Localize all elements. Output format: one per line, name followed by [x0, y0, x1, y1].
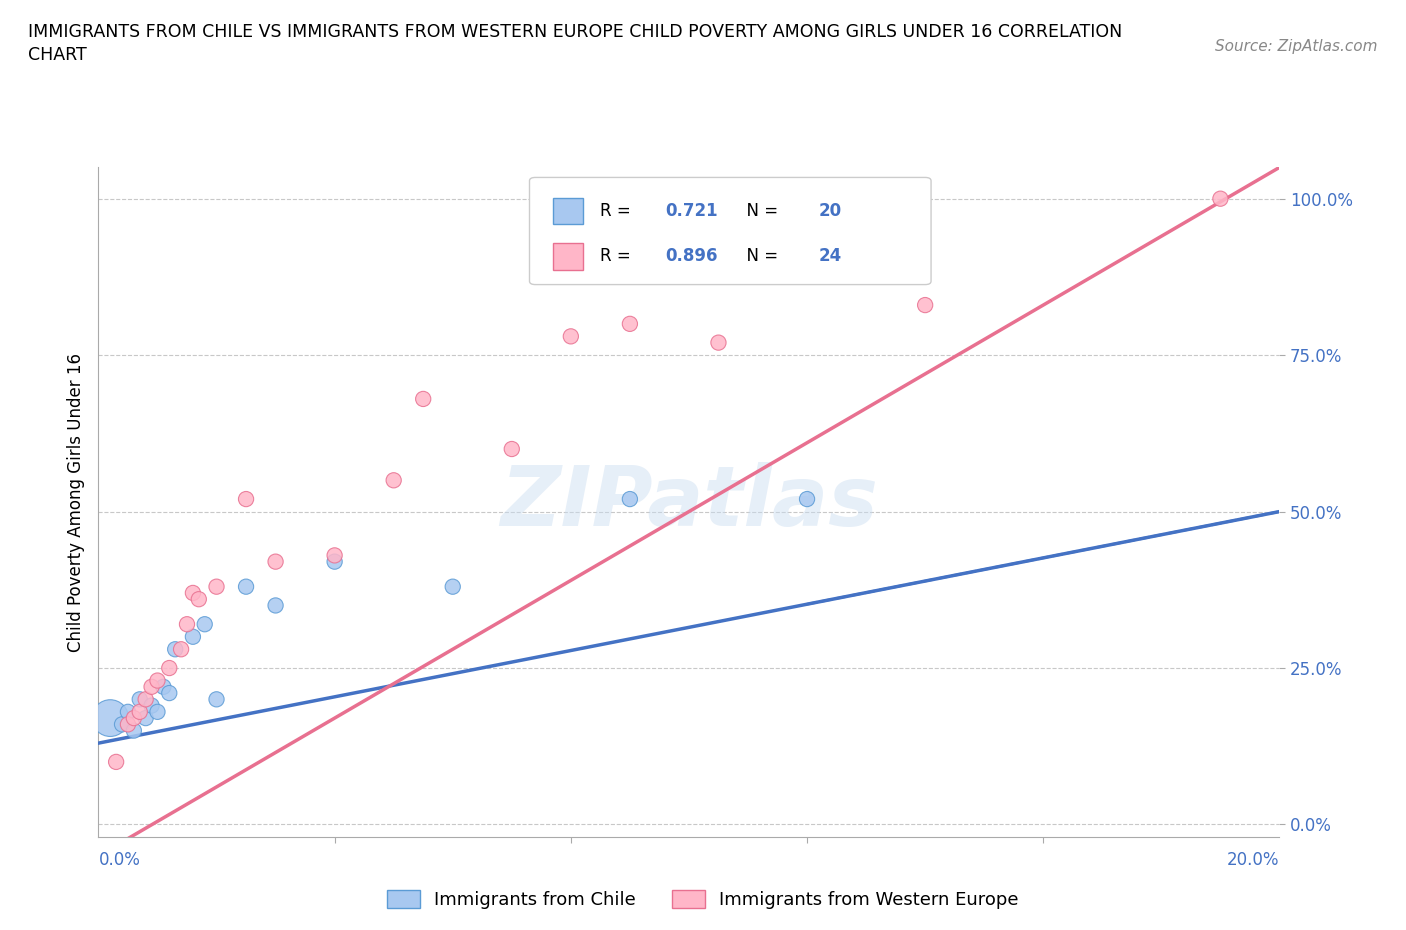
Point	[194, 617, 217, 631]
Point	[117, 704, 139, 719]
Point	[170, 642, 193, 657]
Point	[1209, 192, 1232, 206]
Point	[187, 591, 209, 606]
Text: N =: N =	[737, 202, 783, 219]
Point	[796, 492, 818, 507]
Point	[412, 392, 434, 406]
Point	[264, 598, 287, 613]
Point	[707, 335, 730, 350]
Point	[157, 685, 180, 700]
Text: CHART: CHART	[28, 46, 87, 64]
Point	[141, 698, 163, 713]
Point	[560, 329, 582, 344]
Point	[235, 492, 257, 507]
Point	[323, 548, 346, 563]
Point	[146, 704, 169, 719]
Text: 0.896: 0.896	[665, 247, 718, 265]
Text: 20: 20	[818, 202, 842, 219]
Y-axis label: Child Poverty Among Girls Under 16: Child Poverty Among Girls Under 16	[66, 352, 84, 652]
Text: R =: R =	[600, 202, 637, 219]
Point	[128, 704, 150, 719]
Point	[205, 579, 228, 594]
Text: 0.721: 0.721	[665, 202, 718, 219]
Point	[181, 586, 204, 601]
Point	[619, 316, 641, 331]
Point	[128, 692, 150, 707]
Text: Source: ZipAtlas.com: Source: ZipAtlas.com	[1215, 39, 1378, 54]
Point	[264, 554, 287, 569]
Point	[165, 642, 187, 657]
Point	[152, 680, 174, 695]
Point	[98, 711, 121, 725]
Point	[235, 579, 257, 594]
Point	[441, 579, 464, 594]
FancyBboxPatch shape	[553, 243, 582, 270]
Point	[135, 711, 157, 725]
Point	[619, 492, 641, 507]
Text: 0.0%: 0.0%	[98, 851, 141, 869]
Point	[122, 711, 145, 725]
Point	[146, 673, 169, 688]
Text: 20.0%: 20.0%	[1227, 851, 1279, 869]
Text: R =: R =	[600, 247, 637, 265]
Point	[382, 472, 405, 487]
FancyBboxPatch shape	[530, 178, 931, 285]
Point	[157, 660, 180, 675]
Text: N =: N =	[737, 247, 783, 265]
Point	[914, 298, 936, 312]
Point	[135, 692, 157, 707]
Point	[323, 554, 346, 569]
Legend: Immigrants from Chile, Immigrants from Western Europe: Immigrants from Chile, Immigrants from W…	[380, 883, 1026, 916]
FancyBboxPatch shape	[553, 197, 582, 224]
Point	[122, 724, 145, 738]
Point	[111, 717, 134, 732]
Point	[501, 442, 523, 457]
Point	[205, 692, 228, 707]
Point	[176, 617, 198, 631]
Text: IMMIGRANTS FROM CHILE VS IMMIGRANTS FROM WESTERN EUROPE CHILD POVERTY AMONG GIRL: IMMIGRANTS FROM CHILE VS IMMIGRANTS FROM…	[28, 23, 1122, 41]
Point	[141, 680, 163, 695]
Text: ZIPatlas: ZIPatlas	[501, 461, 877, 543]
Point	[117, 717, 139, 732]
Point	[105, 754, 128, 769]
Text: 24: 24	[818, 247, 842, 265]
Point	[181, 630, 204, 644]
